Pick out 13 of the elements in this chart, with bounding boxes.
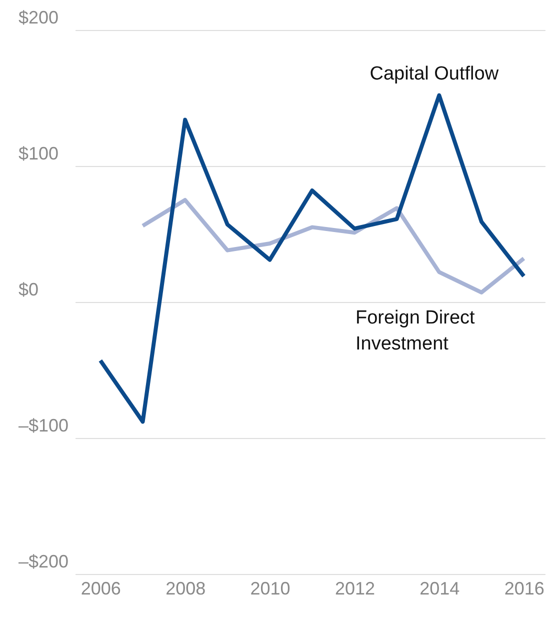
y-tick-label: $0 — [18, 280, 39, 300]
x-tick-label: 2008 — [166, 578, 206, 598]
x-tick-label: 2016 — [504, 578, 544, 598]
x-tick-label: 2010 — [250, 578, 290, 598]
series-label: Capital Outflow — [370, 63, 499, 84]
x-tick-label: 2012 — [334, 578, 375, 598]
y-tick-label: –$200 — [18, 552, 69, 572]
y-tick-label: $200 — [18, 8, 59, 28]
y-tick-label: $100 — [18, 144, 59, 164]
y-tick-label: –$100 — [18, 416, 69, 436]
series-label: Foreign Direct Investment — [355, 307, 476, 354]
x-tick-label: 2014 — [420, 578, 460, 598]
x-tick-label: 2006 — [80, 578, 121, 598]
